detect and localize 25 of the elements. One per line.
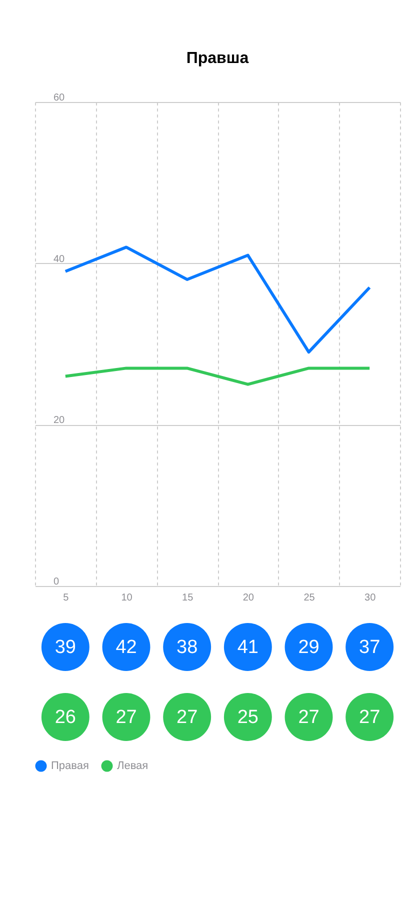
x-tick-label: 30 [364, 592, 376, 604]
x-tick-label: 10 [121, 592, 133, 604]
y-tick-label: 20 [54, 415, 66, 426]
x-tick-label: 5 [63, 592, 70, 604]
data-label: 38 [176, 637, 198, 658]
data-label: 27 [116, 707, 137, 728]
y-tick-label: 0 [54, 576, 60, 588]
data-label: 37 [359, 637, 380, 658]
data-label: 42 [116, 637, 137, 658]
data-label: 41 [237, 637, 258, 658]
data-label: 25 [237, 707, 258, 728]
data-label: 27 [176, 707, 198, 728]
legend-label: Левая [117, 760, 148, 772]
x-tick-label: 25 [304, 592, 316, 604]
data-label: 26 [54, 707, 76, 728]
y-tick-label: 60 [54, 92, 66, 104]
data-label: 39 [54, 637, 76, 658]
data-label: 27 [359, 707, 380, 728]
chart-title: Правша [186, 50, 249, 67]
legend-label: Правая [51, 760, 89, 772]
x-tick-label: 20 [242, 592, 254, 604]
data-label: 29 [298, 637, 320, 658]
x-tick-label: 15 [182, 592, 194, 604]
y-tick-label: 40 [54, 254, 66, 265]
data-label: 27 [298, 707, 320, 728]
